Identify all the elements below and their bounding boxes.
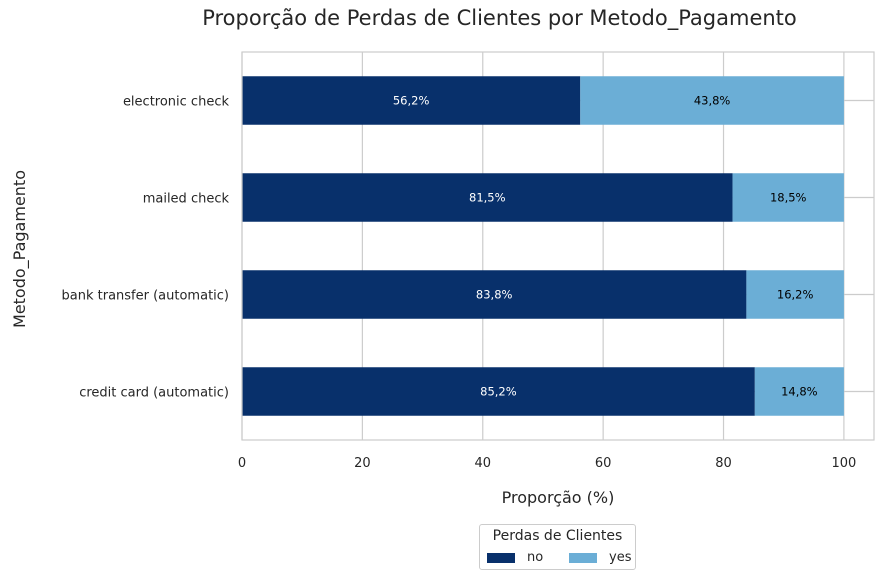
bar-value-label: 81,5% xyxy=(469,191,506,205)
bar-value-label: 14,8% xyxy=(781,385,818,399)
x-tick-label: 0 xyxy=(238,456,246,471)
legend-title: Perdas de Clientes xyxy=(492,528,623,544)
bar-yes xyxy=(732,173,844,222)
bar-no xyxy=(242,367,755,416)
bar-value-label: 83,8% xyxy=(476,288,513,302)
legend-swatch-yes xyxy=(569,552,597,563)
legend-label-yes: yes xyxy=(609,550,632,565)
y-tick-label: credit card (automatic) xyxy=(79,386,229,401)
legend: Perdas de Clientes no yes xyxy=(479,524,636,570)
legend-label-no: no xyxy=(527,550,544,565)
bar-value-label: 85,2% xyxy=(480,385,517,399)
legend-swatch-no xyxy=(487,552,515,563)
bar-yes xyxy=(746,270,844,319)
bar-no xyxy=(242,173,733,222)
bar-value-label: 18,5% xyxy=(770,191,807,205)
bar-no xyxy=(242,76,581,125)
x-tick-label: 20 xyxy=(354,456,371,471)
y-tick-label: electronic check xyxy=(123,95,230,110)
bar-value-label: 16,2% xyxy=(777,288,814,302)
bar-no xyxy=(242,270,747,319)
bar-yes xyxy=(754,367,844,416)
bar-yes xyxy=(580,76,844,125)
y-tick-label: bank transfer (automatic) xyxy=(62,289,229,304)
legend-item-no: no xyxy=(487,550,543,565)
x-tick-label: 80 xyxy=(715,456,732,471)
y-tick-label: mailed check xyxy=(143,192,230,207)
bar-value-label: 56,2% xyxy=(393,94,430,108)
plot-frame xyxy=(241,51,875,441)
x-axis-label: Proporção (%) xyxy=(502,488,615,507)
x-tick-label: 40 xyxy=(474,456,491,471)
chart-title: Proporção de Perdas de Clientes por Meto… xyxy=(202,6,797,30)
x-tick-label: 60 xyxy=(595,456,612,471)
y-axis-label: Metodo_Pagamento xyxy=(10,170,30,328)
x-tick-label: 100 xyxy=(831,456,856,471)
bar-value-label: 43,8% xyxy=(694,94,731,108)
legend-item-yes: yes xyxy=(569,550,631,565)
